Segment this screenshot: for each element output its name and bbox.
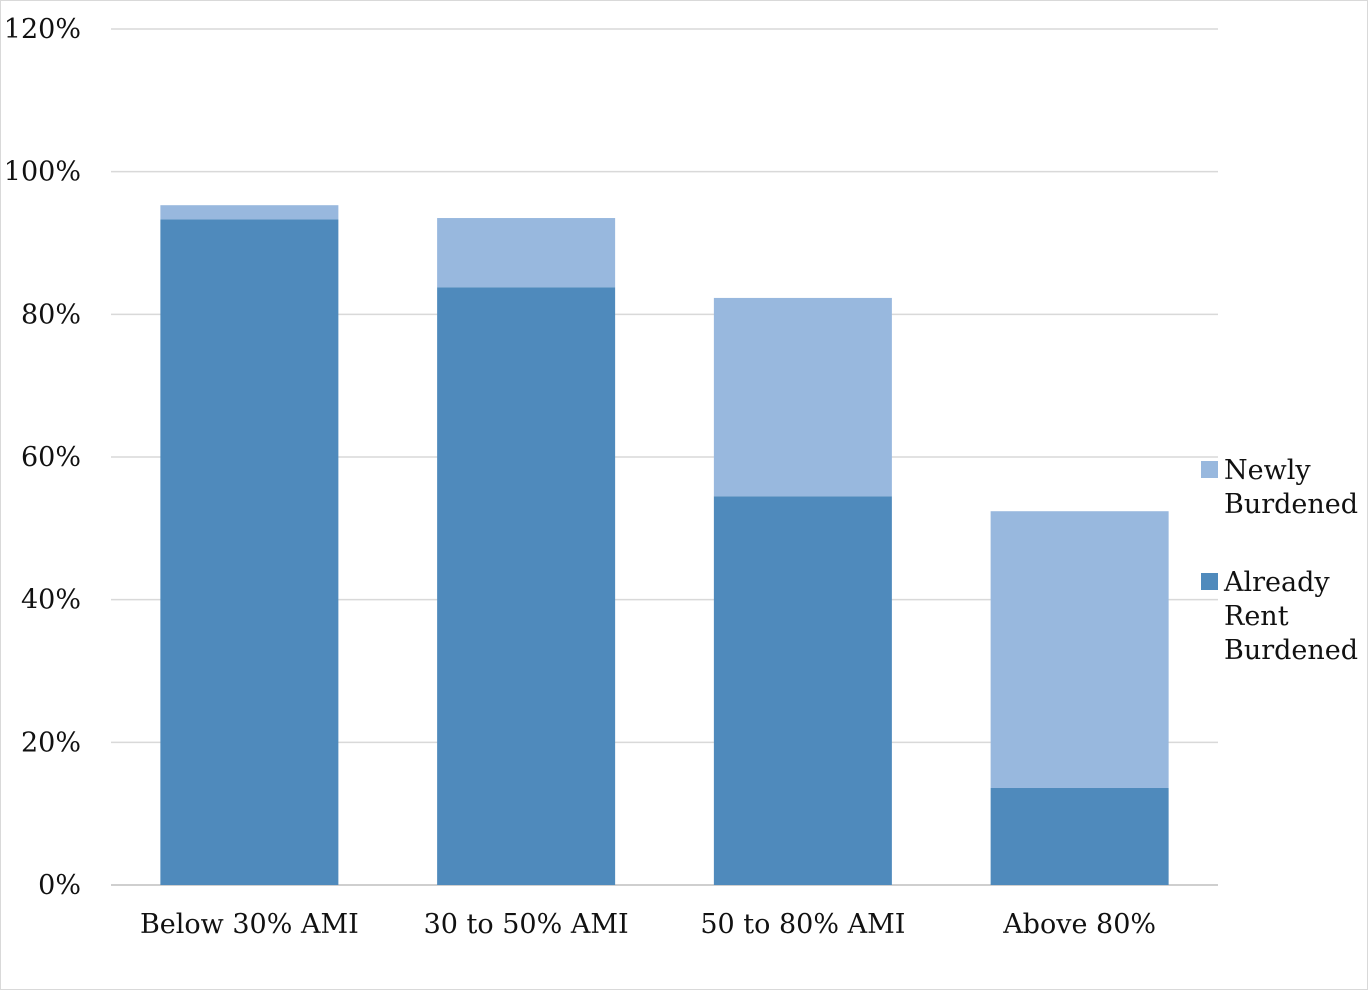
bar-already-rent-burdened bbox=[437, 287, 616, 885]
legend-label: Newly bbox=[1224, 455, 1311, 486]
y-tick-label: 80% bbox=[21, 299, 81, 330]
bar-newly-burdened bbox=[713, 297, 892, 497]
legend-label: Burdened bbox=[1224, 489, 1358, 520]
legend-swatch bbox=[1201, 461, 1218, 478]
y-axis-ticks: 0% 20% 40% 60% 80% 100% 120% bbox=[4, 14, 81, 901]
y-tick-label: 100% bbox=[4, 157, 81, 188]
y-tick-label: 120% bbox=[4, 14, 81, 45]
y-tick-label: 60% bbox=[21, 442, 81, 473]
bar-newly-burdened bbox=[160, 205, 339, 220]
x-category-label: Above 80% bbox=[1002, 909, 1156, 940]
x-category-label: Below 30% AMI bbox=[140, 909, 359, 940]
y-tick-label: 20% bbox=[21, 727, 81, 758]
legend-swatch bbox=[1201, 573, 1218, 590]
bar-already-rent-burdened bbox=[713, 496, 892, 885]
bar-newly-burdened bbox=[990, 511, 1169, 788]
x-category-label: 30 to 50% AMI bbox=[424, 909, 629, 940]
y-tick-label: 40% bbox=[21, 585, 81, 616]
x-category-label: 50 to 80% AMI bbox=[700, 909, 905, 940]
legend-label: Burdened bbox=[1224, 635, 1358, 666]
x-axis-categories: Below 30% AMI 30 to 50% AMI 50 to 80% AMI A… bbox=[140, 909, 1156, 940]
bar-already-rent-burdened bbox=[990, 787, 1169, 885]
legend-label: Rent bbox=[1224, 601, 1289, 632]
bars bbox=[160, 205, 1169, 885]
bar-already-rent-burdened bbox=[160, 219, 339, 885]
legend-label: Already bbox=[1223, 567, 1330, 598]
bar-newly-burdened bbox=[437, 218, 616, 288]
y-tick-label: 0% bbox=[38, 870, 81, 901]
